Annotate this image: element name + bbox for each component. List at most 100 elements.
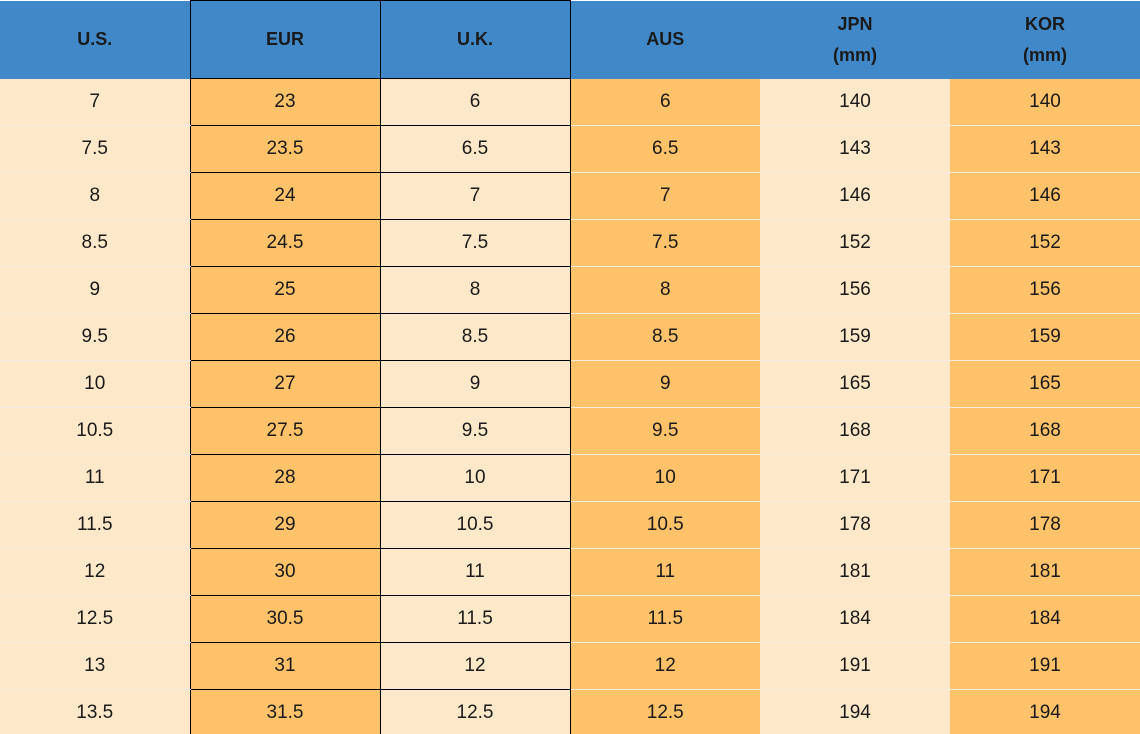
- table-cell: 140: [950, 78, 1140, 126]
- table-cell: 8.5: [379, 313, 570, 361]
- table-cell: 10.5: [0, 407, 190, 455]
- table-cell: 165: [950, 360, 1140, 408]
- table-cell: 143: [950, 125, 1140, 173]
- table-cell: 152: [760, 219, 950, 267]
- table-cell: 10: [569, 454, 760, 502]
- table-cell: 178: [760, 501, 950, 549]
- table-row: 12.5 30.5 11.5 11.5 184 184: [0, 595, 1140, 643]
- table-cell: 11.5: [569, 595, 760, 643]
- table-cell: 178: [950, 501, 1140, 549]
- table-cell: 191: [950, 642, 1140, 690]
- table-row: 13 31 12 12 191 191: [0, 642, 1140, 690]
- table-cell: 6.5: [569, 125, 760, 173]
- table-cell: 9: [569, 360, 760, 408]
- table-row: 13.5 31.5 12.5 12.5 194 194: [0, 689, 1140, 734]
- table-cell: 6: [569, 78, 760, 126]
- table-cell: 12: [379, 642, 570, 690]
- table-row: 7 23 6 6 140 140: [0, 78, 1140, 126]
- table-cell: 12.5: [569, 689, 760, 734]
- table-row: 10 27 9 9 165 165: [0, 360, 1140, 408]
- table-row: 9 25 8 8 156 156: [0, 266, 1140, 314]
- table-body: 7 23 6 6 140 140 7.5 23.5 6.5 6.5 143 143 8 24 7 7 146 14…: [0, 78, 1140, 734]
- table-cell: 12.5: [379, 689, 570, 734]
- header-cell: KOR (mm): [950, 0, 1140, 79]
- table-cell: 6: [379, 78, 570, 126]
- table-cell: 9.5: [569, 407, 760, 455]
- table-cell: 11: [569, 548, 760, 596]
- table-cell: 8: [569, 266, 760, 314]
- table-cell: 168: [950, 407, 1140, 455]
- table-cell: 31: [189, 642, 380, 690]
- table-cell: 143: [760, 125, 950, 173]
- table-cell: 13: [0, 642, 190, 690]
- header-cell: AUS: [569, 0, 760, 79]
- table-cell: 27.5: [189, 407, 380, 455]
- table-cell: 152: [950, 219, 1140, 267]
- table-cell: 10: [379, 454, 570, 502]
- header-cell: JPN (mm): [760, 0, 950, 79]
- table-cell: 11.5: [0, 501, 190, 549]
- table-cell: 24: [189, 172, 380, 220]
- table-row: 8 24 7 7 146 146: [0, 172, 1140, 220]
- table-cell: 8.5: [569, 313, 760, 361]
- table-cell: 30.5: [189, 595, 380, 643]
- table-cell: 168: [760, 407, 950, 455]
- table-cell: 8.5: [0, 219, 190, 267]
- table-cell: 8: [379, 266, 570, 314]
- table-cell: 171: [950, 454, 1140, 502]
- table-cell: 159: [950, 313, 1140, 361]
- table-cell: 31.5: [189, 689, 380, 734]
- table-cell: 7.5: [569, 219, 760, 267]
- table-cell: 7: [569, 172, 760, 220]
- table-cell: 181: [760, 548, 950, 596]
- table-cell: 12.5: [0, 595, 190, 643]
- table-cell: 7.5: [0, 125, 190, 173]
- table-cell: 159: [760, 313, 950, 361]
- table-cell: 7.5: [379, 219, 570, 267]
- table-cell: 146: [950, 172, 1140, 220]
- table-cell: 181: [950, 548, 1140, 596]
- table-cell: 6.5: [379, 125, 570, 173]
- table-cell: 9.5: [0, 313, 190, 361]
- table-cell: 10.5: [569, 501, 760, 549]
- table-cell: 23.5: [189, 125, 380, 173]
- table-cell: 30: [189, 548, 380, 596]
- table-cell: 156: [760, 266, 950, 314]
- table-cell: 184: [760, 595, 950, 643]
- table-row: 11 28 10 10 171 171: [0, 454, 1140, 502]
- table-cell: 9: [0, 266, 190, 314]
- table-cell: 146: [760, 172, 950, 220]
- table-cell: 9.5: [379, 407, 570, 455]
- header-row: U.S. EUR U.K. AUS JPN (mm) KOR (mm): [0, 0, 1140, 79]
- table-cell: 184: [950, 595, 1140, 643]
- header-cell: EUR: [189, 0, 380, 79]
- table-cell: 25: [189, 266, 380, 314]
- table-cell: 26: [189, 313, 380, 361]
- table-cell: 7: [379, 172, 570, 220]
- table-cell: 29: [189, 501, 380, 549]
- table-cell: 140: [760, 78, 950, 126]
- table-row: 9.5 26 8.5 8.5 159 159: [0, 313, 1140, 361]
- table-cell: 12: [0, 548, 190, 596]
- table-cell: 194: [950, 689, 1140, 734]
- table-row: 8.5 24.5 7.5 7.5 152 152: [0, 219, 1140, 267]
- table-header: U.S. EUR U.K. AUS JPN (mm) KOR (mm): [0, 0, 1140, 79]
- table-cell: 156: [950, 266, 1140, 314]
- table-cell: 27: [189, 360, 380, 408]
- table-cell: 12: [569, 642, 760, 690]
- header-cell: U.S.: [0, 0, 190, 79]
- table-cell: 7: [0, 78, 190, 126]
- table-row: 12 30 11 11 181 181: [0, 548, 1140, 596]
- table-cell: 11.5: [379, 595, 570, 643]
- table-cell: 10: [0, 360, 190, 408]
- table-cell: 24.5: [189, 219, 380, 267]
- table-cell: 9: [379, 360, 570, 408]
- table-cell: 11: [0, 454, 190, 502]
- table-cell: 165: [760, 360, 950, 408]
- table-cell: 10.5: [379, 501, 570, 549]
- table-cell: 13.5: [0, 689, 190, 734]
- table-cell: 171: [760, 454, 950, 502]
- table-cell: 23: [189, 78, 380, 126]
